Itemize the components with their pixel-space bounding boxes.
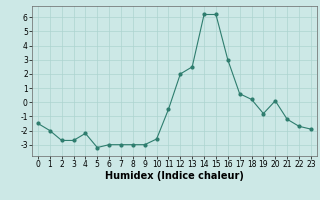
X-axis label: Humidex (Indice chaleur): Humidex (Indice chaleur) (105, 171, 244, 181)
